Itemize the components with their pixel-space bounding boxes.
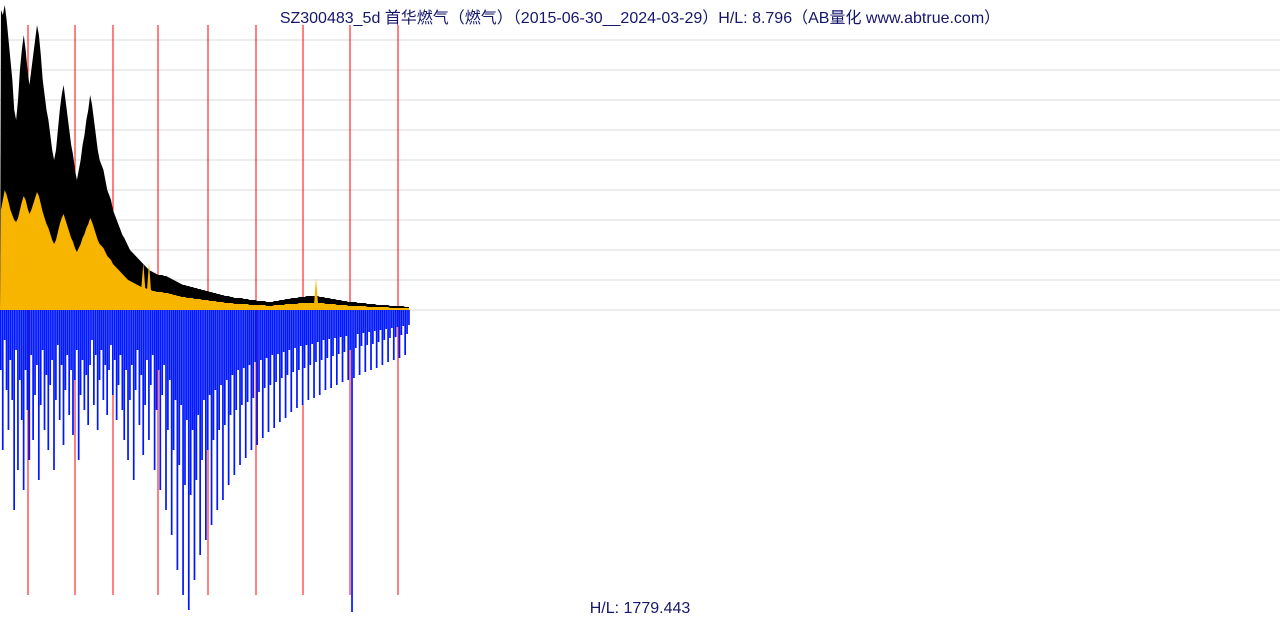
chart-svg [0,0,1280,620]
volume-bars [0,310,410,612]
chart-wrap: SZ300483_5d 首华燃气（燃气）（2015-06-30__2024-03… [0,0,1280,620]
chart-title-bottom: H/L: 1779.443 [0,600,1280,618]
